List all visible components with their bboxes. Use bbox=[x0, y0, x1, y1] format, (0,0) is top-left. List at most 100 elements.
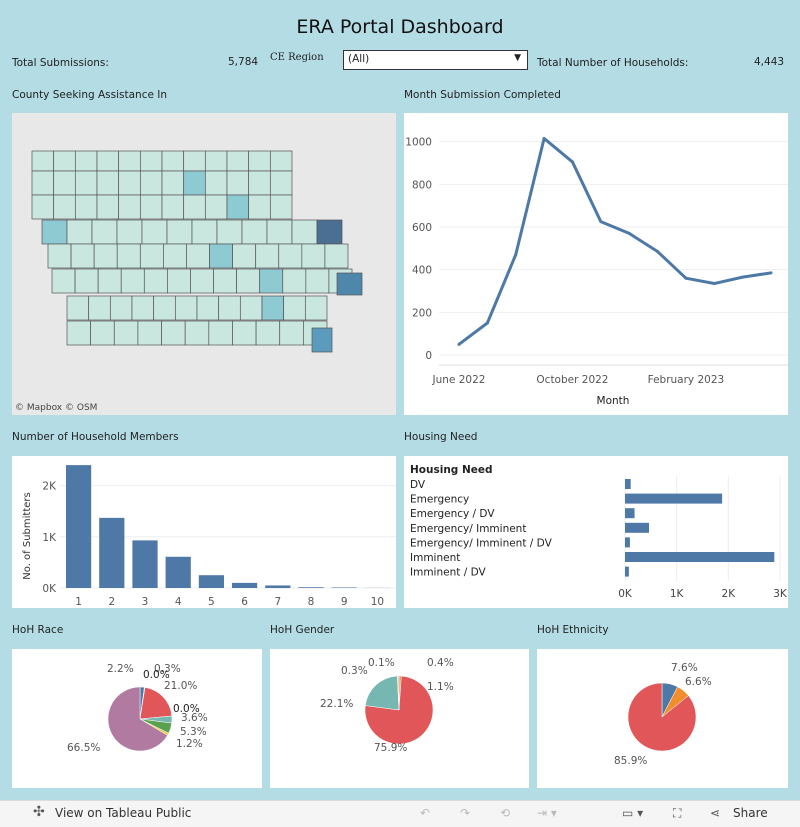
view-on-tableau-link[interactable]: View on Tableau Public bbox=[55, 806, 192, 820]
county bbox=[118, 194, 141, 220]
county bbox=[204, 194, 228, 220]
county bbox=[51, 268, 76, 294]
share-icon[interactable]: ⋖ bbox=[710, 806, 721, 820]
x-tick-label: 8 bbox=[308, 596, 315, 608]
county bbox=[316, 219, 343, 245]
y-tick-label: 200 bbox=[412, 307, 432, 319]
county bbox=[118, 170, 141, 196]
x-tick-label: 6 bbox=[241, 596, 248, 608]
slice-label: 85.9% bbox=[614, 755, 647, 767]
slice-label: 22.1% bbox=[320, 698, 353, 710]
race-pie: 2.2% 0.3%0.0%21.0%0.0%3.6%5.3%1.2%66.5% bbox=[67, 663, 208, 754]
county bbox=[93, 243, 118, 269]
housing-need-title: Housing Need bbox=[404, 431, 478, 443]
line-x-axis-title: Month bbox=[596, 395, 630, 407]
county bbox=[191, 219, 218, 245]
county-map-svg[interactable] bbox=[12, 113, 396, 415]
county bbox=[31, 150, 55, 172]
county bbox=[53, 150, 76, 172]
households-label: Total Number of Households: bbox=[537, 57, 689, 69]
county bbox=[116, 243, 141, 269]
county bbox=[161, 170, 185, 196]
line-chart: 0 200 400 600 800 1000 June 2022 October 2022 Fe… bbox=[405, 136, 788, 386]
x-tick-label: 10 bbox=[371, 596, 384, 608]
county bbox=[120, 268, 145, 294]
county bbox=[241, 219, 268, 245]
slice-label: 1.2% bbox=[176, 738, 203, 750]
county bbox=[161, 150, 185, 172]
category-label: Emergency/ Imminent / DV bbox=[410, 537, 553, 549]
county bbox=[88, 295, 111, 321]
county bbox=[74, 150, 98, 172]
share-button[interactable]: Share bbox=[733, 806, 768, 820]
county bbox=[118, 150, 141, 172]
county bbox=[190, 268, 214, 294]
osm-attribution[interactable]: © OSM bbox=[65, 403, 98, 413]
y-tick-label: 0 bbox=[425, 350, 432, 362]
slice-label: 2.2% bbox=[107, 663, 134, 675]
refresh-icon[interactable]: ⇥ ▾ bbox=[537, 806, 557, 820]
x-tick-label: February 2023 bbox=[648, 374, 725, 386]
x-tick-label: 1K bbox=[670, 588, 685, 600]
county bbox=[74, 170, 98, 196]
county bbox=[70, 243, 95, 269]
line-point bbox=[684, 276, 688, 280]
slice-label: 0.3% bbox=[341, 665, 368, 677]
county bbox=[161, 194, 185, 220]
county bbox=[96, 150, 120, 172]
revert-icon[interactable]: ⟲ bbox=[500, 806, 511, 820]
pie-slice bbox=[107, 686, 168, 752]
county bbox=[31, 170, 55, 196]
line-point bbox=[769, 271, 773, 275]
dropdown-arrow-icon: ▼ bbox=[514, 53, 521, 63]
ethnicity-panel: 7.6% 6.6% 85.9% bbox=[537, 649, 788, 788]
county bbox=[336, 272, 363, 296]
county-map[interactable]: © Mapbox © OSM bbox=[12, 113, 396, 415]
county bbox=[137, 320, 162, 346]
ce-region-dropdown[interactable]: (All) ▼ bbox=[343, 50, 528, 70]
bar bbox=[99, 517, 125, 588]
county bbox=[161, 320, 186, 346]
county bbox=[269, 170, 293, 196]
county bbox=[301, 243, 326, 269]
race-title: HoH Race bbox=[12, 624, 64, 636]
county bbox=[139, 243, 164, 269]
bar bbox=[625, 566, 629, 577]
ce-region-value: (All) bbox=[348, 53, 370, 65]
line-point bbox=[542, 136, 546, 140]
bar bbox=[625, 522, 650, 533]
county bbox=[131, 295, 155, 321]
y-tick-label: 0K bbox=[42, 583, 57, 595]
undo-icon[interactable]: ↶ bbox=[420, 806, 431, 820]
category-label: DV bbox=[410, 479, 426, 491]
ethnicity-pie: 7.6% 6.6% 85.9% bbox=[614, 662, 712, 767]
county bbox=[183, 194, 206, 220]
slice-label: 0.0% bbox=[173, 703, 200, 715]
county bbox=[269, 150, 293, 172]
row-header: Housing Need bbox=[410, 464, 493, 476]
category-label: Imminent / DV bbox=[410, 567, 486, 579]
x-tick-label: 5 bbox=[208, 596, 215, 608]
tableau-toolbar: ✣ View on Tableau Public ↶ ↷ ⟲ ⇥ ▾ ▭ ▾ ⛶… bbox=[0, 800, 800, 827]
line-point bbox=[599, 220, 603, 224]
line-series bbox=[458, 136, 772, 346]
county bbox=[283, 295, 306, 321]
x-tick-label: 1 bbox=[75, 596, 82, 608]
bar bbox=[265, 585, 291, 588]
county bbox=[66, 219, 93, 245]
slice-label: 7.6% bbox=[671, 662, 698, 674]
present-icon[interactable]: ▭ ▾ bbox=[622, 806, 644, 820]
county bbox=[196, 295, 220, 321]
mapbox-attribution[interactable]: © Mapbox bbox=[15, 403, 63, 413]
county bbox=[113, 320, 139, 346]
race-panel: 2.2% 0.3% 0.0% 21.0% 0.0% 3.6% 5.3% 1.2% 66.5% bbox=[12, 649, 262, 788]
county bbox=[204, 170, 228, 196]
line-point bbox=[457, 342, 461, 346]
county bbox=[213, 268, 237, 294]
county bbox=[248, 150, 271, 172]
county bbox=[90, 320, 115, 346]
gender-title: HoH Gender bbox=[270, 624, 335, 636]
redo-icon[interactable]: ↷ bbox=[460, 806, 471, 820]
x-tick-label: June 2022 bbox=[432, 374, 486, 386]
fullscreen-icon[interactable]: ⛶ bbox=[673, 806, 682, 820]
